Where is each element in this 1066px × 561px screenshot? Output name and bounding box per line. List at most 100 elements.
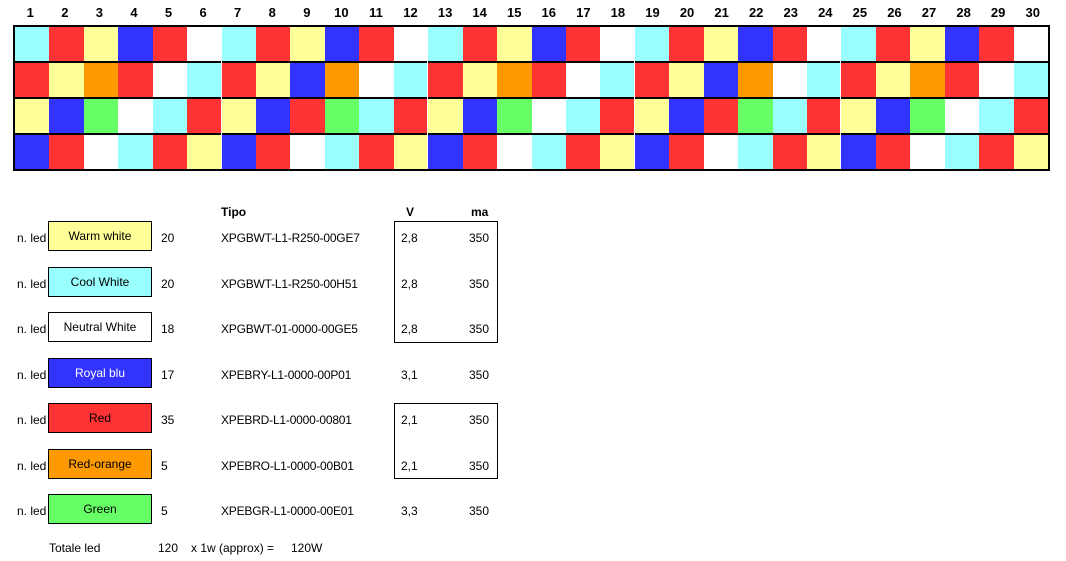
- led-cell: [565, 135, 601, 169]
- column-number: 29: [990, 5, 1006, 20]
- row-prefix-label: n. led: [17, 276, 47, 291]
- total-multiplier: x 1w (approx) =: [191, 541, 275, 555]
- led-cell: [841, 63, 877, 97]
- led-count: 20: [161, 231, 175, 245]
- column-number: 14: [472, 5, 487, 20]
- column-number: 12: [403, 5, 418, 20]
- total-count: 120: [158, 541, 179, 555]
- led-cell: [324, 63, 360, 97]
- column-number: 1: [26, 5, 34, 20]
- column-number: 24: [818, 5, 833, 20]
- led-cell: [565, 27, 601, 61]
- led-cell: [83, 27, 119, 61]
- total-label: Totale led: [49, 541, 101, 555]
- led-cell: [944, 99, 980, 133]
- column-number: 11: [369, 5, 383, 20]
- led-cell: [359, 63, 395, 97]
- led-cell: [806, 99, 842, 133]
- led-cell: [738, 27, 774, 61]
- led-cell: [565, 99, 601, 133]
- led-cell: [979, 63, 1015, 97]
- led-cell: [806, 63, 842, 97]
- led-cell: [910, 135, 946, 169]
- voltage-value: 2,1: [401, 458, 418, 473]
- column-number: 23: [783, 5, 798, 20]
- led-cell: [600, 27, 636, 61]
- led-cell: [393, 135, 429, 169]
- led-cell: [152, 63, 188, 97]
- current-value: 350: [469, 276, 490, 291]
- voltage-value: 2,8: [401, 322, 418, 336]
- column-number: 17: [576, 5, 591, 20]
- voltage-value: 3,1: [401, 367, 418, 382]
- led-cell: [772, 63, 808, 97]
- led-cell: [15, 63, 50, 97]
- led-cell: [462, 99, 498, 133]
- led-cell: [497, 27, 532, 61]
- led-cell: [118, 27, 154, 61]
- current-value: 350: [469, 504, 490, 518]
- led-cell: [910, 27, 946, 61]
- column-number: 15: [506, 5, 522, 20]
- led-cell: [979, 99, 1015, 133]
- led-cell: [1013, 99, 1049, 133]
- led-cell: [221, 27, 257, 61]
- led-cell: [15, 27, 50, 61]
- row-prefix-label: n. led: [17, 322, 47, 336]
- part-code: XPEBRY-L1-0000-00P01: [221, 367, 352, 382]
- column-number: 30: [1025, 5, 1040, 20]
- white-led-group-box: [394, 221, 498, 343]
- column-number: 3: [95, 5, 104, 20]
- led-count: 20: [161, 276, 175, 291]
- led-cell: [910, 99, 946, 133]
- red-led-group-box: [394, 403, 498, 479]
- led-cell: [324, 135, 360, 169]
- led-cell: [118, 63, 154, 97]
- voltage-value: 2,8: [401, 276, 418, 291]
- led-cell: [118, 135, 154, 169]
- part-code: XPGBWT-01-0000-00GE5: [221, 322, 358, 336]
- column-header: 1 2 3 4 5 6 7 8 9 10 11 12 13 14 15 16 17 18 19 20 21 22 23 24 2…: [13, 4, 1050, 22]
- led-cell: [393, 27, 429, 61]
- led-cell: [152, 99, 188, 133]
- led-cell: [187, 99, 223, 133]
- led-cell: [634, 135, 670, 169]
- led-cell: [703, 135, 739, 169]
- led-cell: [875, 27, 911, 61]
- led-cell: [290, 63, 326, 97]
- column-number: 9: [303, 5, 311, 20]
- led-cell: [669, 27, 705, 61]
- led-count: 5: [161, 458, 168, 473]
- column-number: 10: [334, 5, 349, 20]
- led-cell: [118, 99, 154, 133]
- led-cell: [738, 135, 774, 169]
- led-cell: [772, 27, 808, 61]
- led-cell: [944, 27, 980, 61]
- led-cell: [290, 27, 326, 61]
- color-swatch: Red: [48, 403, 152, 433]
- led-cell: [841, 135, 877, 169]
- led-cell: [256, 27, 291, 61]
- led-cell: [152, 27, 188, 61]
- led-cell: [15, 99, 50, 133]
- led-count: 5: [161, 504, 168, 518]
- led-cell: [669, 63, 705, 97]
- color-swatch: Cool White: [48, 266, 152, 297]
- column-number: 6: [199, 5, 207, 20]
- led-cell: [806, 27, 842, 61]
- led-cell: [944, 135, 980, 169]
- current-value: 350: [469, 367, 490, 382]
- led-cell: [979, 135, 1015, 169]
- led-cell: [910, 63, 946, 97]
- column-number: 27: [921, 5, 937, 20]
- group-separator: [220, 27, 222, 169]
- led-cell: [359, 99, 395, 133]
- part-code: XPGBWT-L1-R250-00H51: [221, 276, 358, 291]
- led-cell: [49, 99, 85, 133]
- led-cell: [49, 27, 85, 61]
- led-cell: [359, 27, 395, 61]
- led-cell: [531, 99, 567, 133]
- color-swatch: Green: [48, 494, 152, 524]
- column-number: 5: [164, 5, 173, 20]
- part-code: XPEBRD-L1-0000-00801: [221, 413, 352, 427]
